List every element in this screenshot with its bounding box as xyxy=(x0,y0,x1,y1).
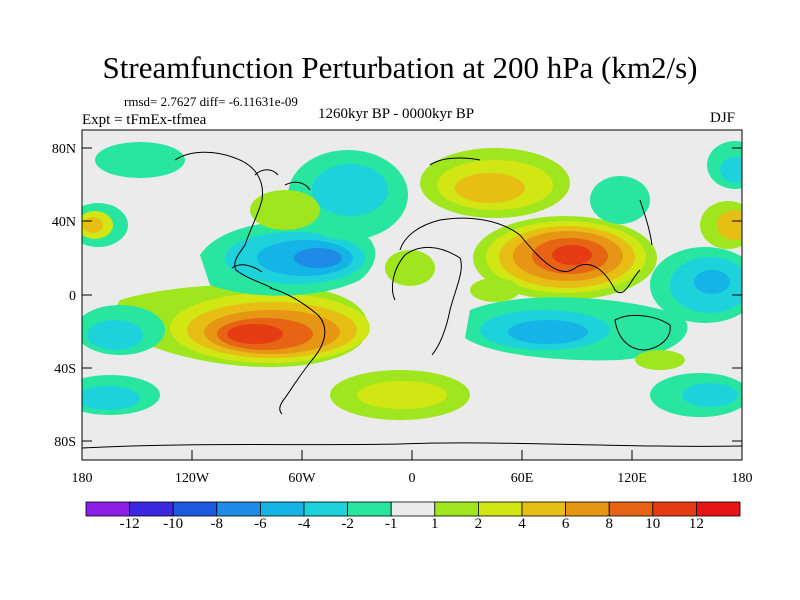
colorbar-swatch xyxy=(303,501,348,517)
north-pacific-low xyxy=(650,247,742,323)
colorbar-label: 2 xyxy=(474,516,483,532)
x-ticks xyxy=(81,450,743,460)
x-tick-label: 180 xyxy=(72,471,93,486)
stats-text: rmsd= 2.7627 diff= -6.11631e-09 xyxy=(124,94,298,109)
colorbar-swatch xyxy=(216,501,261,517)
colorbar-swatch xyxy=(347,501,392,517)
colorbar-swatch xyxy=(608,501,654,517)
x-tick-label: 0 xyxy=(409,471,416,486)
north-pacific-high xyxy=(82,201,742,249)
caribbean-low xyxy=(200,221,376,296)
colorbar-swatch xyxy=(434,501,479,517)
y-ticks xyxy=(82,147,742,442)
colorbar-label: 10 xyxy=(645,516,661,532)
map-title: Streamfunction Perturbation at 200 hPa (… xyxy=(102,50,698,85)
x-tick-label: 60E xyxy=(511,471,534,486)
colorbar-swatch xyxy=(259,501,305,517)
y-tick-label: 40S xyxy=(54,362,76,377)
south-asia-high xyxy=(473,216,657,300)
south-america-coast xyxy=(269,287,326,415)
siberia-high xyxy=(420,148,570,218)
antarctica-coast xyxy=(82,442,742,449)
colorbar-label: -12 xyxy=(119,516,140,532)
asia-coast xyxy=(519,234,641,293)
x-tick-label: 180 xyxy=(732,471,753,486)
colorbar-swatch xyxy=(172,501,218,517)
coastlines xyxy=(82,151,742,449)
y-tick-label: 80N xyxy=(52,142,76,157)
europe-coast xyxy=(399,217,521,251)
colorbar-label: -2 xyxy=(341,516,354,532)
colorbar-label: 6 xyxy=(561,516,570,532)
colorbar-swatch xyxy=(477,501,523,517)
colorbar-swatch xyxy=(696,501,741,517)
season-text: DJF xyxy=(710,110,736,126)
colorbar-label: -10 xyxy=(163,516,184,532)
africa-coast xyxy=(392,247,462,356)
y-tick-label: 0 xyxy=(69,289,76,304)
x-tick-label: 120E xyxy=(617,471,647,486)
north-america-coast xyxy=(174,151,273,289)
indian-ocean-low xyxy=(465,297,688,361)
colorbar-label: 8 xyxy=(605,516,613,532)
colorbar-swatch xyxy=(129,501,174,517)
x-tick-label: 60W xyxy=(288,471,316,486)
y-tick-label: 40N xyxy=(52,215,76,230)
experiment-text: Expt = tFmEx-tfmea xyxy=(82,112,207,128)
period-text: 1260kyr BP - 0000kyr BP xyxy=(318,106,475,122)
colorbar-label: -6 xyxy=(254,516,267,532)
colorbar-label: 4 xyxy=(518,516,526,532)
x-tick-label: 120W xyxy=(175,471,210,486)
colorbar xyxy=(85,501,741,517)
contour-fields xyxy=(82,141,742,420)
colorbar-swatch xyxy=(390,501,436,517)
y-tick-label: 80S xyxy=(54,435,76,450)
australia-coast xyxy=(614,314,671,351)
colorbar-swatch xyxy=(652,501,697,517)
colorbar-swatch xyxy=(565,501,610,517)
colorbar-swatch xyxy=(521,501,566,517)
colorbar-label: 1 xyxy=(431,516,439,532)
colorbar-label: -8 xyxy=(210,516,224,532)
colorbar-label: 12 xyxy=(688,516,704,532)
colorbar-swatch xyxy=(85,501,130,517)
colorbar-label: -1 xyxy=(384,516,398,532)
colorbar-label: -4 xyxy=(297,516,311,532)
